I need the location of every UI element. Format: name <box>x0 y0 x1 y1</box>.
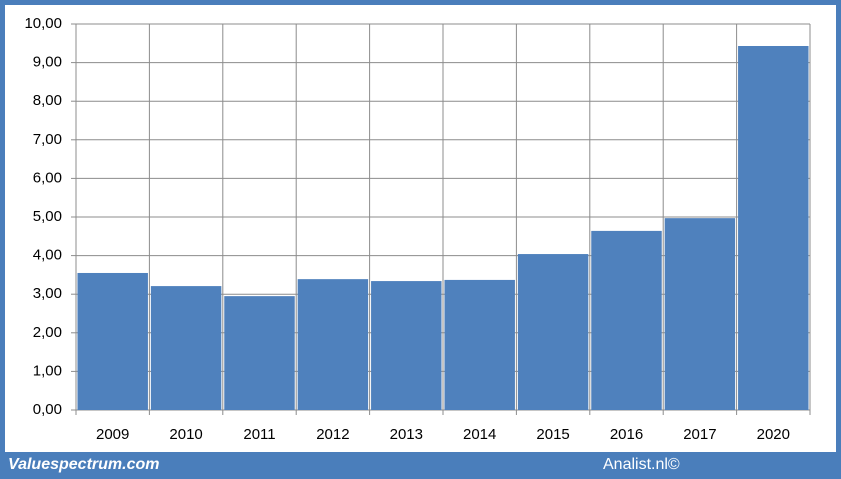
bar <box>224 296 295 410</box>
bar <box>77 272 148 410</box>
y-tick-label: 2,00 <box>33 324 62 341</box>
bar <box>150 286 222 410</box>
y-tick-label: 0,00 <box>33 401 62 418</box>
x-tick-label: 2010 <box>169 426 202 443</box>
y-tick-label: 10,00 <box>24 15 62 32</box>
y-tick-label: 3,00 <box>33 285 62 302</box>
bar <box>738 46 809 410</box>
bar <box>371 281 442 410</box>
y-tick-label: 6,00 <box>33 169 62 186</box>
bar <box>297 279 369 410</box>
bar <box>517 254 589 410</box>
y-tick-label: 8,00 <box>33 92 62 109</box>
y-tick-label: 7,00 <box>33 131 62 148</box>
bar <box>591 230 662 410</box>
x-tick-label: 2013 <box>390 426 423 443</box>
x-tick-label: 2017 <box>683 426 716 443</box>
y-tick-label: 1,00 <box>33 362 62 379</box>
x-tick-label: 2011 <box>243 426 275 443</box>
bar <box>664 218 736 410</box>
y-tick-label: 9,00 <box>33 54 62 71</box>
x-tick-label: 2009 <box>96 426 129 443</box>
x-tick-label: 2014 <box>463 426 496 443</box>
x-tick-label: 2016 <box>610 426 643 443</box>
bar <box>444 279 515 410</box>
footer-right: Analist.nl© <box>603 456 680 473</box>
footer-left: Valuespectrum.com <box>8 456 159 473</box>
y-tick-label: 5,00 <box>33 208 62 225</box>
y-tick-label: 4,00 <box>33 247 62 264</box>
x-tick-label: 2020 <box>757 426 790 443</box>
x-tick-label: 2015 <box>536 426 569 443</box>
x-tick-label: 2012 <box>316 426 349 443</box>
